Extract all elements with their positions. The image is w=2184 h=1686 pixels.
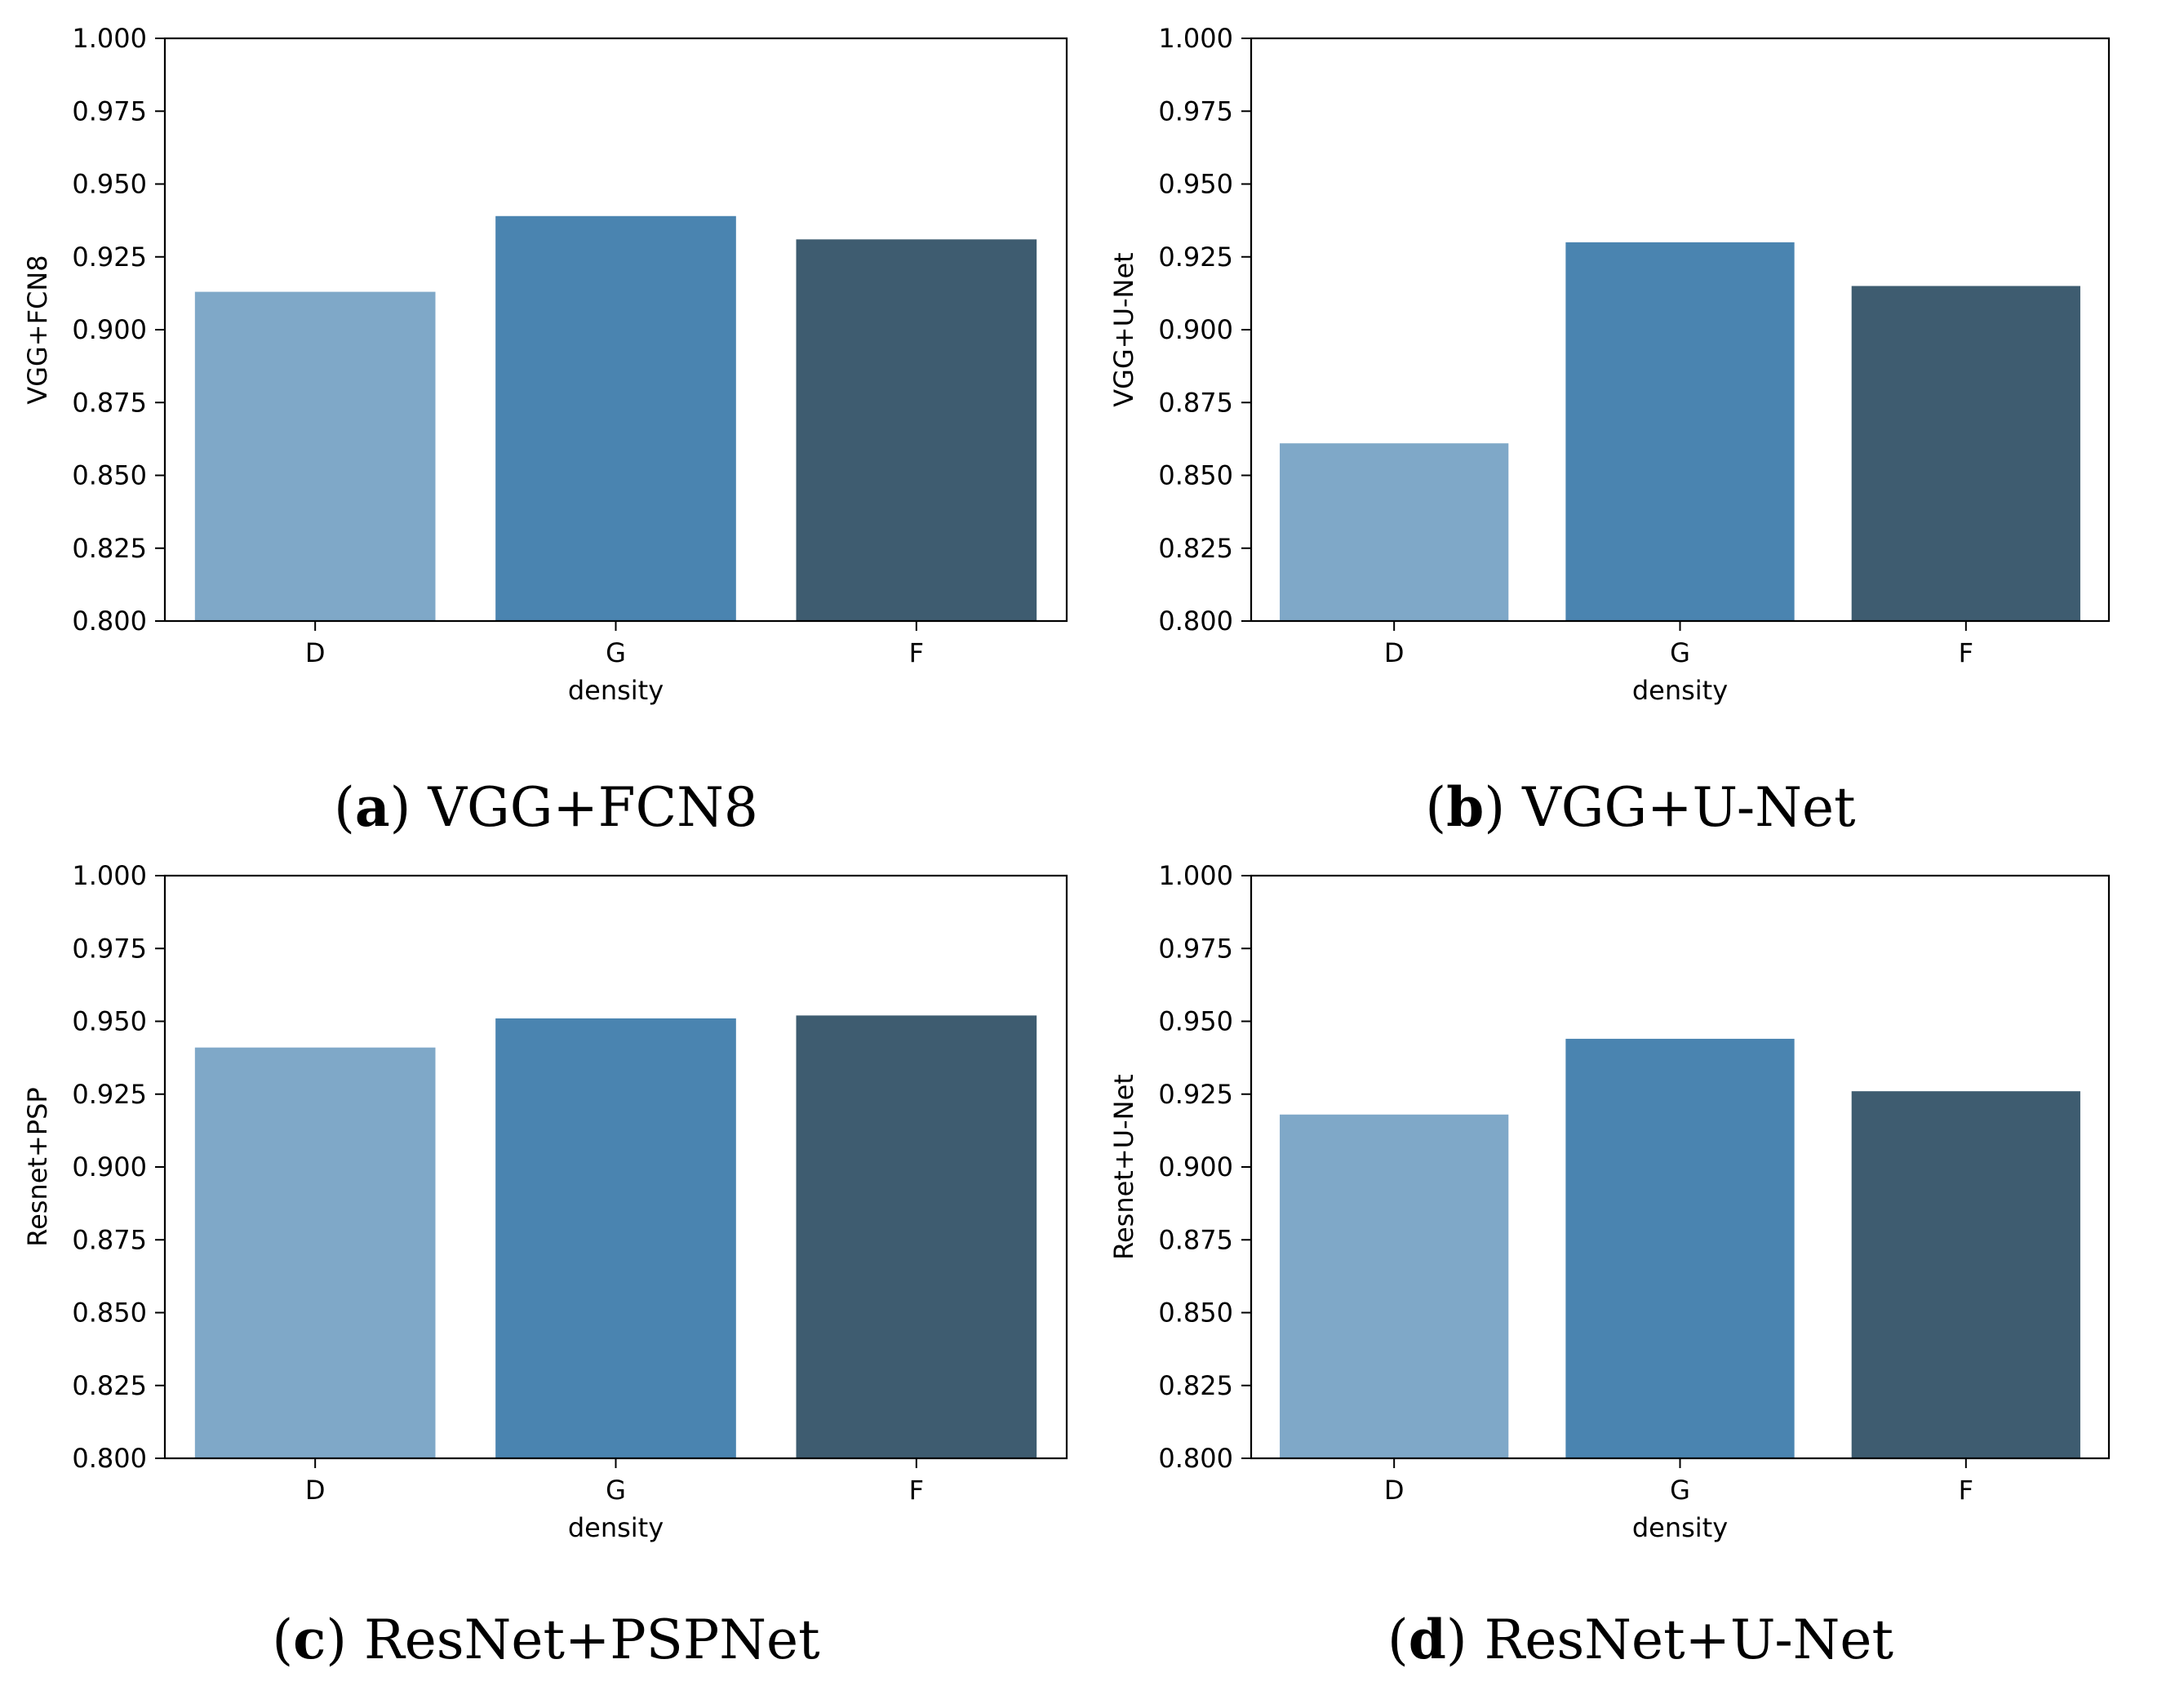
- caption-a: (a) VGG+FCN8: [334, 775, 758, 839]
- caption-text: VGG+FCN8: [427, 776, 757, 839]
- bar-F: [1851, 1091, 2080, 1458]
- x-axis-label: density: [1632, 675, 1728, 706]
- x-tick-label: G: [1670, 637, 1690, 668]
- y-tick-label: 0.950: [1158, 1006, 1233, 1037]
- bar-group: [194, 1015, 1037, 1458]
- y-tick-label: 1.000: [1158, 23, 1233, 54]
- y-axis-label: VGG+U-Net: [1108, 252, 1139, 406]
- y-tick-label: 0.900: [1158, 1151, 1233, 1182]
- y-tick-label: 0.825: [1158, 533, 1233, 564]
- y-tick-label: 1.000: [72, 860, 147, 891]
- caption-letter: a: [355, 775, 390, 839]
- caption-letter: b: [1446, 775, 1484, 839]
- y-tick-label: 0.800: [72, 1443, 147, 1474]
- y-axis-label: Resnet+PSP: [22, 1087, 53, 1246]
- bar-D: [1280, 443, 1509, 621]
- x-tick-label: F: [909, 1475, 924, 1506]
- y-tick-label: 0.850: [72, 1298, 147, 1329]
- bar-F: [1851, 286, 2080, 621]
- bar-D: [194, 1047, 436, 1458]
- y-axis: 0.800 0.825 0.850 0.875 0.900 0.925 0.950 0.975…: [72, 860, 165, 1474]
- x-tick-label: F: [1959, 1475, 1973, 1506]
- bar-F: [796, 1015, 1037, 1458]
- y-tick-label: 0.950: [1158, 169, 1233, 200]
- x-tick-label: D: [1384, 637, 1405, 668]
- y-tick-label: 0.925: [1158, 1079, 1233, 1110]
- caption-letter: d: [1409, 1608, 1446, 1671]
- y-axis: 0.800 0.825 0.850 0.875 0.900 0.925 0.950 0.975…: [72, 23, 165, 637]
- y-tick-label: 0.900: [72, 314, 147, 345]
- y-tick-label: 0.825: [72, 1370, 147, 1401]
- y-tick-label: 0.825: [72, 533, 147, 564]
- x-axis-label: density: [1632, 1512, 1728, 1543]
- x-tick-label: G: [1670, 1475, 1690, 1506]
- y-tick-label: 0.875: [72, 387, 147, 418]
- x-tick-label: F: [1959, 637, 1973, 668]
- y-axis: 0.800 0.825 0.850 0.875 0.900 0.925 0.950 0.975…: [1158, 860, 1251, 1474]
- y-axis: 0.800 0.825 0.850 0.875 0.900 0.925 0.950 0.975…: [1158, 23, 1251, 637]
- y-tick-label: 0.975: [1158, 933, 1233, 964]
- caption-text: VGG+U-Net: [1521, 776, 1856, 839]
- y-tick-label: 0.925: [72, 1079, 147, 1110]
- y-tick-label: 0.875: [1158, 1224, 1233, 1255]
- x-tick-label: G: [606, 1475, 626, 1506]
- subplot-c: 0.800 0.825 0.850 0.875 0.900 0.925 0.950 0.975…: [22, 860, 1068, 1543]
- x-tick-label: D: [305, 1475, 326, 1506]
- y-tick-label: 0.925: [1158, 242, 1233, 273]
- subplot-d: 0.800 0.825 0.850 0.875 0.900 0.925 0.950 0.975…: [1108, 860, 2111, 1543]
- y-tick-label: 0.900: [1158, 314, 1233, 345]
- y-tick-label: 0.825: [1158, 1370, 1233, 1401]
- x-axis-label: density: [568, 1512, 664, 1543]
- y-tick-label: 0.925: [72, 242, 147, 273]
- bar-G: [1565, 1038, 1795, 1458]
- y-tick-label: 0.850: [72, 460, 147, 491]
- caption-c: (c) ResNet+PSPNet: [272, 1608, 819, 1671]
- bar-G: [1565, 242, 1795, 621]
- y-tick-label: 0.850: [1158, 460, 1233, 491]
- y-tick-label: 0.800: [1158, 606, 1233, 637]
- y-tick-label: 0.950: [72, 169, 147, 200]
- y-tick-label: 0.975: [1158, 95, 1233, 126]
- x-axis-label: density: [568, 675, 664, 706]
- subplot-a: 0.800 0.825 0.850 0.875 0.900 0.925 0.950 0.975…: [22, 23, 1068, 706]
- y-tick-label: 0.975: [72, 95, 147, 126]
- y-tick-label: 0.875: [1158, 387, 1233, 418]
- bar-D: [1280, 1114, 1509, 1458]
- caption-d: (d) ResNet+U-Net: [1387, 1608, 1893, 1671]
- y-tick-label: 0.800: [1158, 1443, 1233, 1474]
- y-axis-label: VGG+FCN8: [22, 255, 53, 404]
- y-tick-label: 1.000: [72, 23, 147, 54]
- y-tick-label: 1.000: [1158, 860, 1233, 891]
- caption-text: ResNet+U-Net: [1485, 1608, 1893, 1671]
- bar-D: [194, 291, 436, 621]
- bar-group: [1280, 242, 2080, 621]
- y-tick-label: 0.875: [72, 1224, 147, 1255]
- x-tick-label: D: [305, 637, 326, 668]
- bar-group: [194, 215, 1037, 621]
- y-tick-label: 0.950: [72, 1006, 147, 1037]
- bar-G: [495, 1018, 736, 1458]
- x-tick-label: G: [606, 637, 626, 668]
- caption-letter: c: [293, 1608, 326, 1671]
- y-tick-label: 0.975: [72, 933, 147, 964]
- bar-F: [796, 239, 1037, 621]
- bar-group: [1280, 1038, 2080, 1458]
- x-tick-label: D: [1384, 1475, 1405, 1506]
- subplot-b: 0.800 0.825 0.850 0.875 0.900 0.925 0.950 0.975…: [1108, 23, 2111, 706]
- x-tick-label: F: [909, 637, 924, 668]
- y-tick-label: 0.800: [72, 606, 147, 637]
- caption-b: (b) VGG+U-Net: [1425, 775, 1855, 839]
- y-axis-label: Resnet+U-Net: [1108, 1074, 1139, 1260]
- y-tick-label: 0.850: [1158, 1298, 1233, 1329]
- y-tick-label: 0.900: [72, 1151, 147, 1182]
- bar-G: [495, 215, 736, 621]
- caption-text: ResNet+PSPNet: [364, 1608, 820, 1671]
